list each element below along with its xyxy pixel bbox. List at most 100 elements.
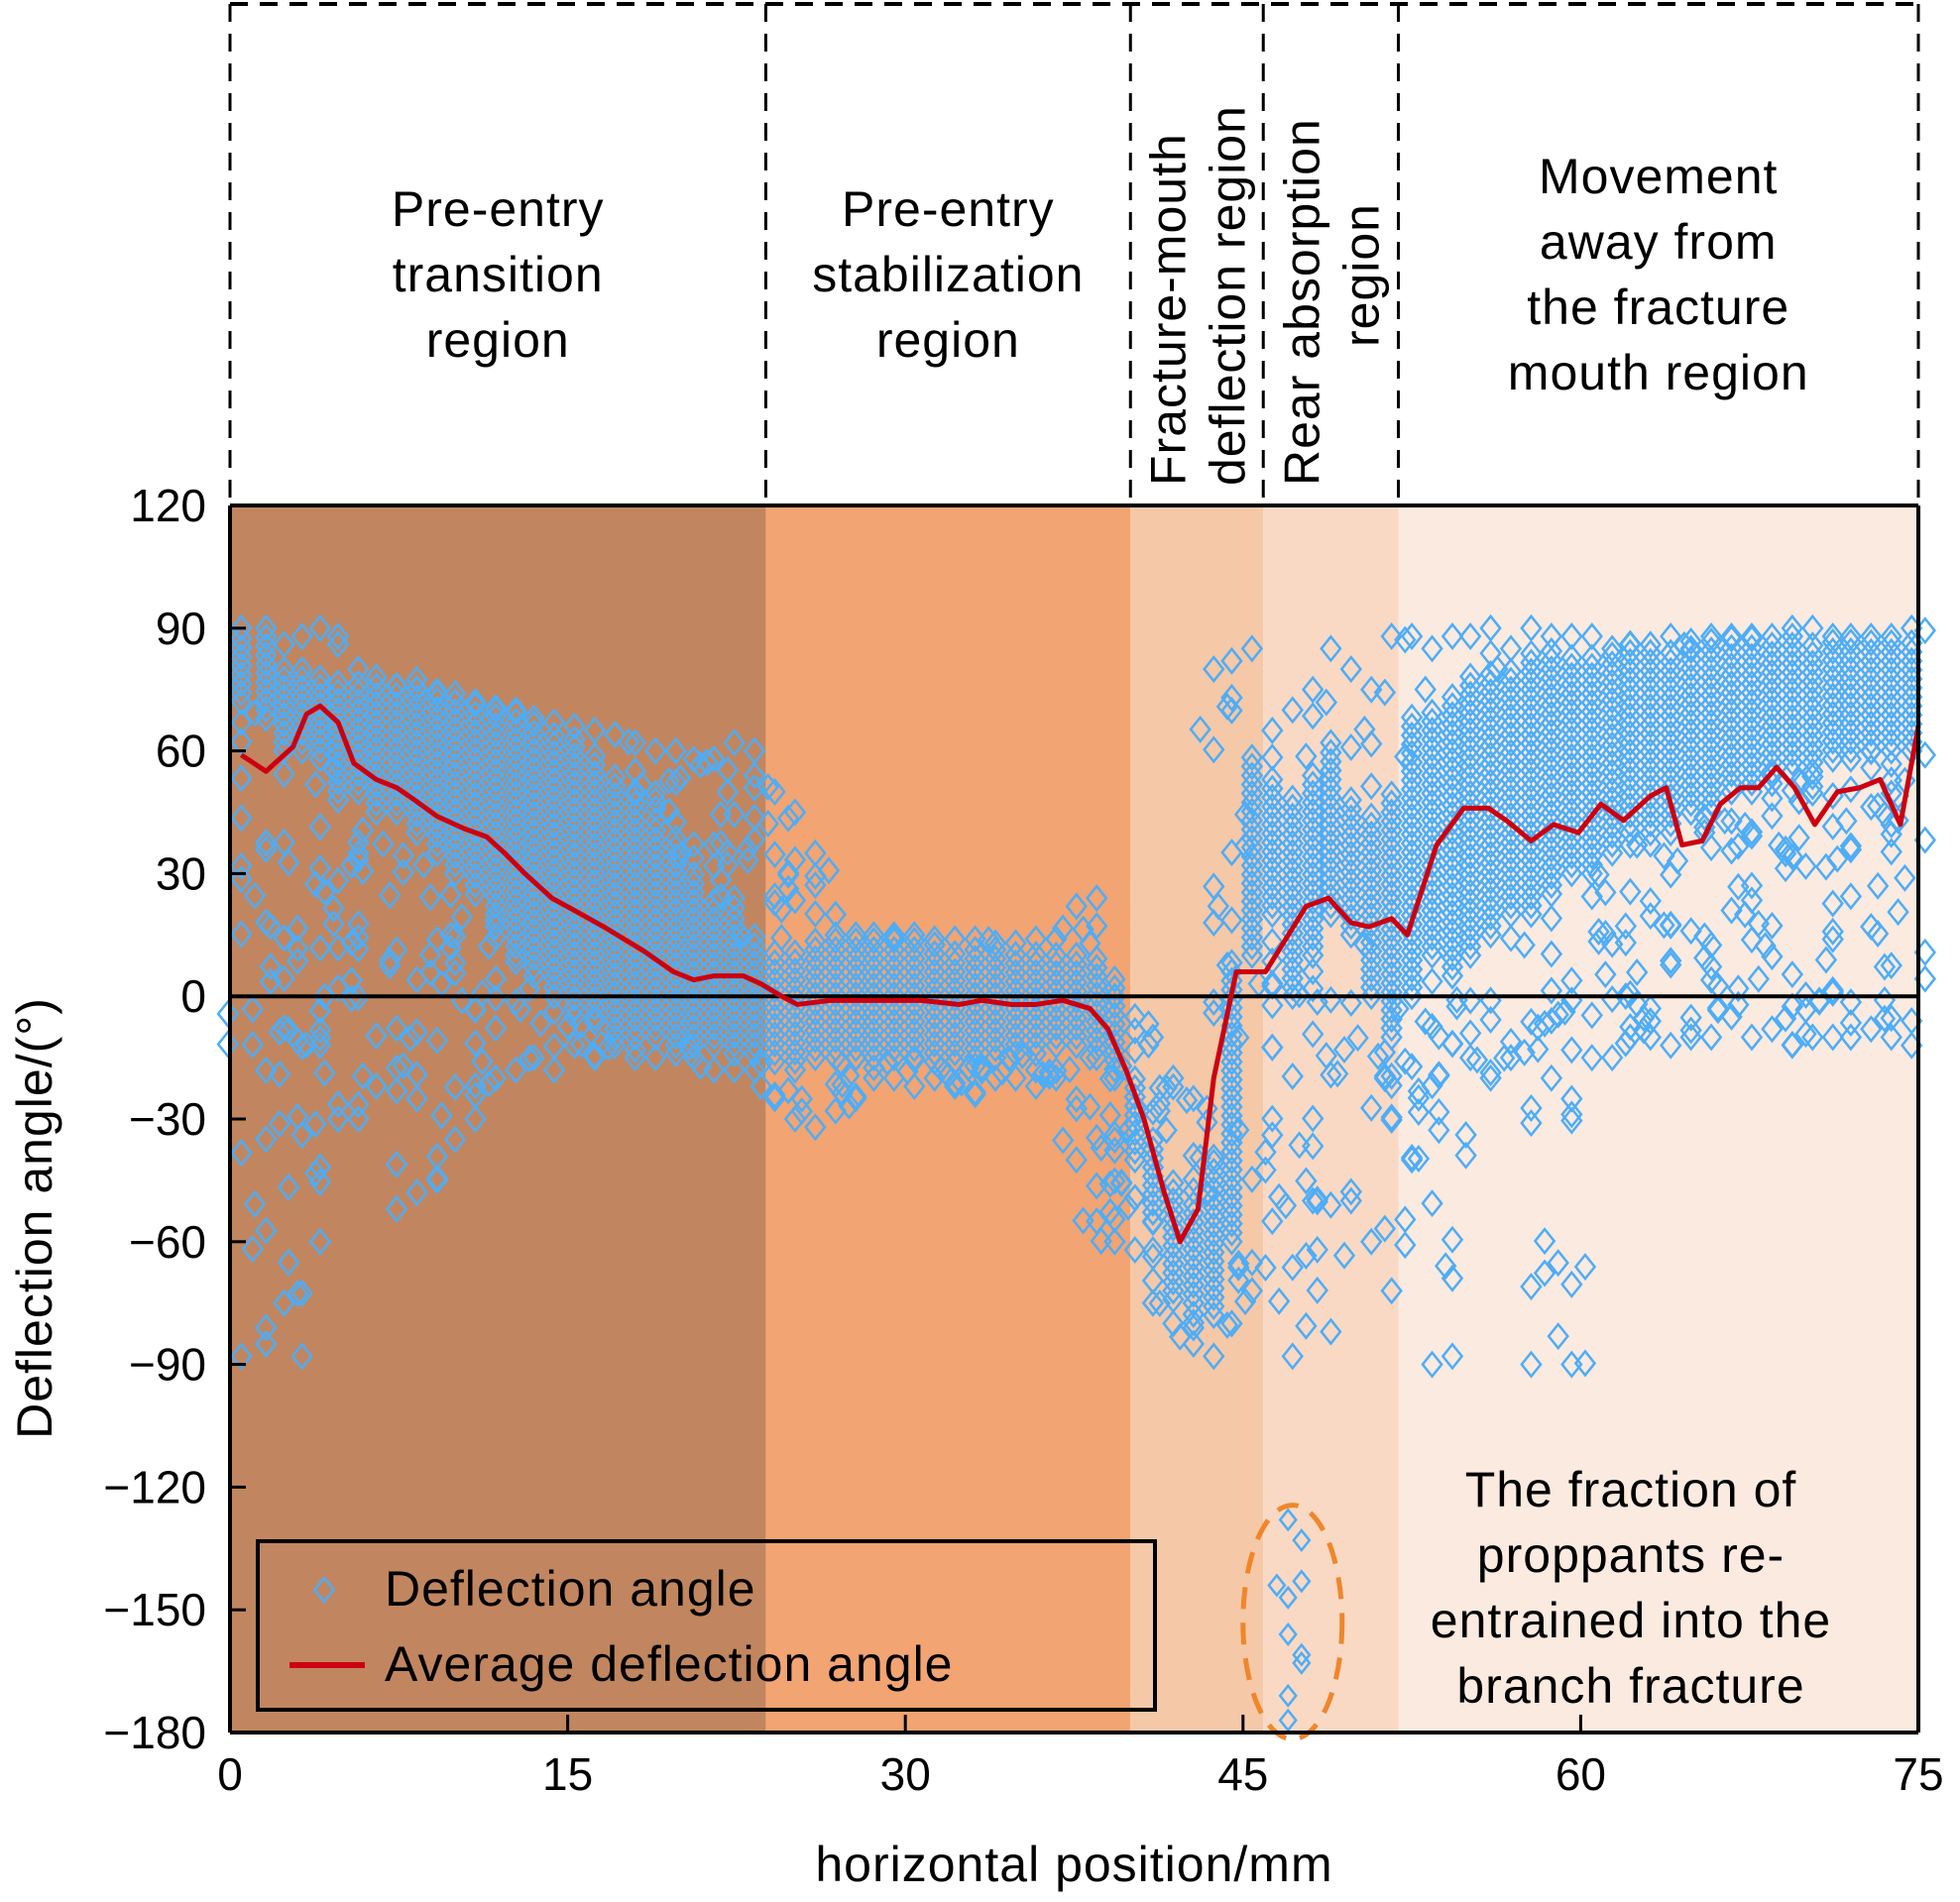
scatter-point	[1866, 792, 1890, 821]
scatter-point	[682, 860, 705, 889]
scatter-point	[1580, 882, 1603, 911]
scatter-point	[326, 973, 350, 1002]
scatter-point	[790, 1084, 813, 1113]
scatter-point	[405, 1018, 428, 1047]
scatter-point	[1625, 958, 1649, 987]
scatter-point	[1560, 1100, 1583, 1129]
region-label-vertical: Fracture-mouth	[1140, 133, 1196, 486]
scatter-point	[1653, 841, 1675, 870]
scatter-point	[1839, 775, 1863, 804]
scatter-point	[824, 921, 848, 950]
y-axis-title: Deflection angle/(°)	[7, 997, 62, 1439]
average-line	[239, 703, 1921, 1245]
scatter-point	[1301, 1104, 1325, 1133]
legend-marker-diamond	[312, 1575, 336, 1605]
scatter-point	[1441, 1264, 1464, 1292]
scatter-point	[1887, 806, 1909, 835]
scatter-point	[464, 688, 487, 717]
scatter-point	[964, 1080, 986, 1109]
scatter-point	[365, 663, 388, 692]
scatter-point	[709, 865, 733, 894]
scatter-point	[1880, 951, 1902, 980]
scatter-point	[464, 1104, 487, 1134]
highlighted-point	[1278, 1508, 1298, 1532]
scatter-point	[1141, 1236, 1165, 1265]
scatter-point	[412, 850, 435, 879]
scatter-point	[405, 1084, 428, 1113]
scatter-point	[216, 999, 239, 1028]
scatter-point	[930, 1055, 953, 1083]
scatter-point	[230, 865, 253, 894]
scatter-point	[1540, 1063, 1563, 1092]
annotation-text: The fraction of proppants re-entrained in…	[1431, 1462, 1830, 1714]
scatter-point	[1560, 1350, 1583, 1379]
scatter-point	[1261, 765, 1284, 794]
y-tick-label: −120	[103, 1461, 206, 1512]
scatter-point	[1560, 1036, 1583, 1064]
scatter-point	[783, 1104, 807, 1134]
scatter-point	[1141, 1023, 1165, 1052]
scatter-point	[1098, 1064, 1122, 1093]
scatter-point	[1821, 925, 1844, 953]
scatter-point	[392, 841, 415, 870]
scatter-point	[1339, 655, 1362, 684]
scatter-point	[230, 624, 253, 653]
scatter-point	[365, 1071, 388, 1100]
y-tick-label: 0	[180, 970, 206, 1022]
scatter-point	[863, 921, 885, 950]
scatter-point	[1560, 1270, 1583, 1298]
scatter-point	[347, 935, 370, 963]
highlighted-point	[1267, 1573, 1287, 1598]
scatter-point	[1387, 994, 1410, 1023]
scatter-point	[1533, 1227, 1556, 1256]
scatter-point	[313, 877, 336, 906]
scatter-point	[1540, 976, 1563, 1005]
scatter-point	[1346, 1024, 1369, 1053]
scatter-point	[443, 1125, 467, 1154]
scatter-point	[1295, 1241, 1318, 1270]
scatter-point	[1894, 863, 1916, 892]
scatter-point	[1619, 877, 1642, 906]
highlighted-point	[1292, 1650, 1312, 1675]
scatter-point	[689, 1052, 712, 1080]
scatter-point	[385, 1150, 408, 1178]
scatter-point	[326, 866, 350, 895]
scatter-point	[1360, 729, 1383, 758]
scatter-point	[682, 843, 705, 872]
scatter-point	[277, 848, 300, 877]
scatter-point	[1479, 1059, 1502, 1087]
scatter-point	[1301, 957, 1325, 986]
scatter-point	[340, 851, 363, 880]
scatter-point	[1727, 832, 1750, 860]
scatter-point	[405, 1061, 428, 1089]
scatter-point	[1394, 1231, 1417, 1260]
scatter-point	[1380, 1062, 1403, 1090]
scatter-point	[230, 920, 253, 949]
scatter-point	[1320, 728, 1342, 757]
scatter-point	[1306, 1235, 1328, 1264]
scatter-point	[347, 983, 370, 1012]
scatter-point	[322, 894, 345, 923]
y-tick-label: −90	[129, 1339, 206, 1391]
scatter-point	[1281, 784, 1304, 813]
scatter-point	[347, 1090, 370, 1119]
scatter-point	[347, 669, 370, 698]
x-tick-label: 30	[880, 1748, 931, 1800]
scatter-point	[1394, 1047, 1417, 1075]
scatter-point	[1045, 1063, 1068, 1092]
scatter-point	[964, 1052, 986, 1080]
scatter-point	[418, 883, 442, 912]
scatter-point	[1421, 698, 1443, 727]
scatter-point	[1011, 1041, 1034, 1069]
scatter-point	[1873, 952, 1897, 981]
scatter-point	[845, 927, 867, 955]
scatter-point	[737, 835, 759, 863]
scatter-point	[682, 830, 705, 858]
region-dividers	[228, 2, 1920, 505]
scatter-point	[990, 1058, 1014, 1086]
scatter-point	[743, 773, 766, 802]
scatter-point	[1400, 1146, 1424, 1175]
scatter-point	[1740, 1023, 1764, 1052]
scatter-point	[1103, 1126, 1126, 1155]
scatter-point	[241, 995, 264, 1024]
